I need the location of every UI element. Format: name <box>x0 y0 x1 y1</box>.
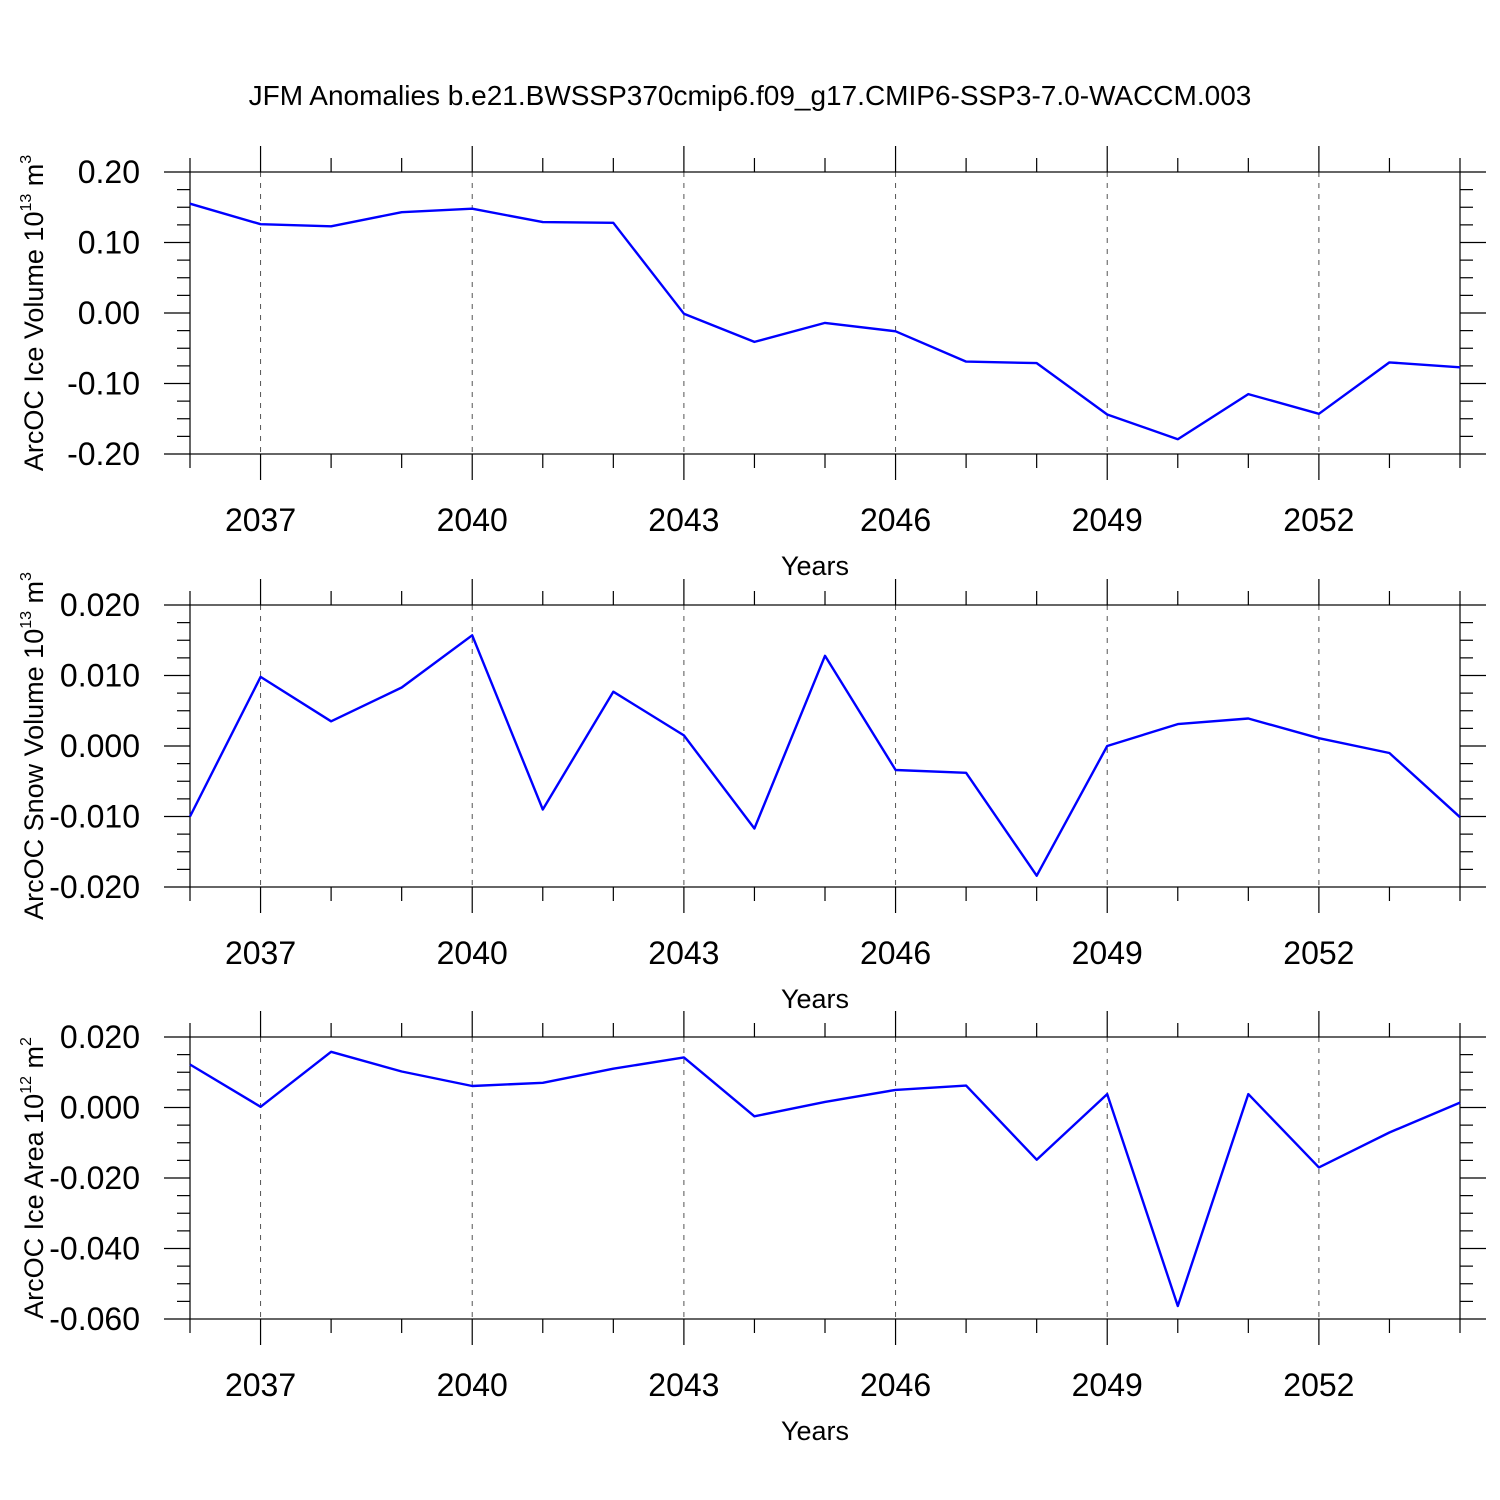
chart-panel-2: 0.020 0.010 0.000 -0.010 -0.020 2037 2040 2043 2… <box>18 572 1486 1014</box>
plot-frame <box>189 1036 1461 1320</box>
x-tick-label: 2052 <box>1283 1367 1354 1403</box>
y-tick-label: 0.000 <box>60 1090 140 1126</box>
plot-frame <box>189 604 1461 888</box>
x-tick-label: 2052 <box>1283 935 1354 971</box>
x-tick-label: 2052 <box>1283 502 1354 538</box>
series-line <box>189 1050 1461 1308</box>
x-tick-label: 2049 <box>1072 935 1143 971</box>
x-tick-label: 2046 <box>860 502 931 538</box>
y-tick-label: 0.000 <box>60 728 140 764</box>
x-tick-label: 2040 <box>437 502 508 538</box>
x-tick-label: 2037 <box>225 935 296 971</box>
x-tick-label: 2046 <box>860 1367 931 1403</box>
plot-frame <box>189 171 1461 455</box>
x-tick-label: 2043 <box>648 1367 719 1403</box>
y-tick-label: 0.10 <box>78 225 140 261</box>
y-tick-label: -0.060 <box>49 1301 140 1337</box>
y-tick-label: -0.020 <box>49 869 140 905</box>
y-tick-label: 0.00 <box>78 295 140 331</box>
x-tick-label: 2037 <box>225 1367 296 1403</box>
x-tick-label: 2043 <box>648 935 719 971</box>
series-line <box>189 202 1461 441</box>
series-line <box>188 634 1461 877</box>
y-tick-label: -0.010 <box>49 799 140 835</box>
y-tick-label: -0.10 <box>67 366 140 402</box>
chart-title: JFM Anomalies b.e21.BWSSP370cmip6.f09_g1… <box>249 80 1252 111</box>
y-tick-label: 0.20 <box>78 154 140 190</box>
y-tick-label: 0.020 <box>60 1019 140 1055</box>
x-tick-label: 2043 <box>648 502 719 538</box>
y-tick-label: 0.010 <box>60 658 140 694</box>
x-axis-label: Years <box>781 984 849 1014</box>
chart-panel-1: 0.20 0.10 0.00 -0.10 -0.20 2037 2040 2043 2046 20… <box>18 146 1486 581</box>
y-axis-label: ArcOC Ice Area 1012 m2 <box>18 1037 49 1319</box>
y-tick-label: 0.020 <box>60 587 140 623</box>
x-tick-label: 2049 <box>1072 1367 1143 1403</box>
y-tick-label: -0.020 <box>49 1160 140 1196</box>
y-tick-label: -0.040 <box>49 1231 140 1267</box>
x-axis-label: Years <box>781 1416 849 1446</box>
x-tick-label: 2046 <box>860 935 931 971</box>
chart-panel-3: 0.020 0.000 -0.020 -0.040 -0.060 2037 2040 2043… <box>18 1011 1486 1446</box>
x-tick-label: 2037 <box>225 502 296 538</box>
x-tick-label: 2040 <box>437 1367 508 1403</box>
y-tick-label: -0.20 <box>67 436 140 472</box>
x-tick-label: 2040 <box>437 935 508 971</box>
x-tick-label: 2049 <box>1072 502 1143 538</box>
y-axis-label: ArcOC Snow Volume 1013 m3 <box>18 572 49 920</box>
y-axis-label: ArcOC Ice Volume 1013 m3 <box>18 155 49 471</box>
panels: 0.20 0.10 0.00 -0.10 -0.20 2037 2040 2043 2046 20… <box>18 146 1486 1446</box>
x-axis-label: Years <box>781 551 849 581</box>
